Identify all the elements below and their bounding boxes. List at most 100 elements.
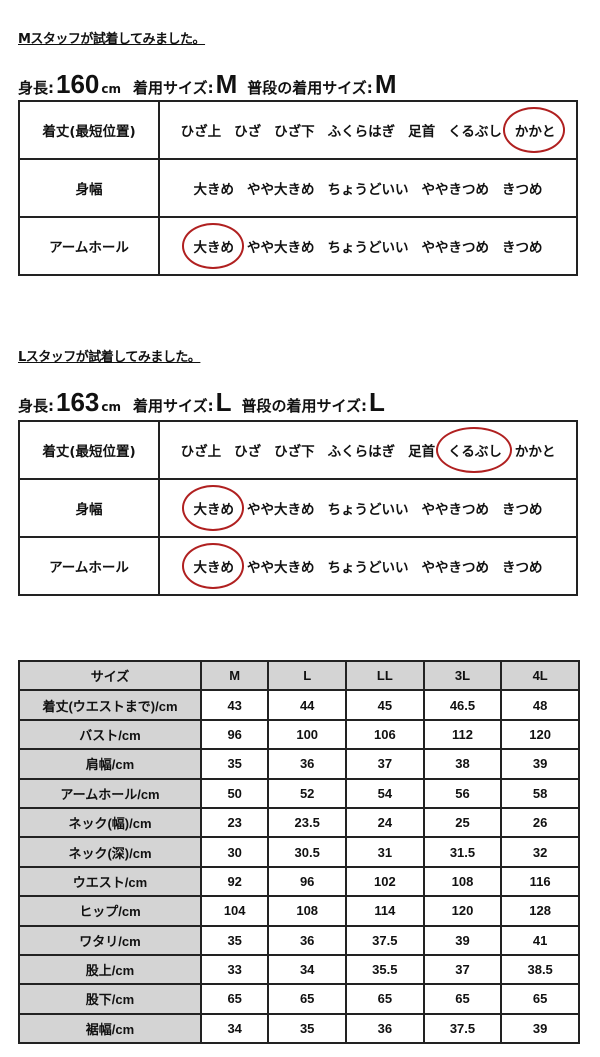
size-header-cell: サイズ xyxy=(18,659,202,692)
fit-options: 大きめ やや大きめ ちょうどいい ややきつめ きつめ xyxy=(158,158,578,218)
measure-value: 35.5 xyxy=(345,953,425,986)
measure-value: 65 xyxy=(199,983,270,1015)
measure-value: 96 xyxy=(267,865,348,898)
staff-specs: 身長: 160 cm 着用サイズ: M 普段の着用サイズ: M xyxy=(18,69,578,100)
fit-option: ややきつめ xyxy=(421,560,490,576)
fit-options: ひざ上 ひざ ひざ下 ふくらはぎ 足首 くるぶし かかと xyxy=(158,100,578,160)
fit-option-circled: かかと xyxy=(503,107,565,153)
measure-label: 着丈(ウエストまで)/cm xyxy=(18,689,202,721)
measure-value: 30 xyxy=(199,836,270,868)
fit-option: きつめ xyxy=(502,502,543,518)
measure-value: 120 xyxy=(422,895,503,927)
size-row: ネック(幅)/cm 23 23.5 24 25 26 xyxy=(18,806,580,839)
measure-value: 34 xyxy=(199,1012,270,1045)
fit-option: ややきつめ xyxy=(421,502,490,518)
measure-value: 36 xyxy=(267,924,348,956)
measure-value: 112 xyxy=(422,718,503,751)
measure-label: ウエスト/cm xyxy=(18,865,202,898)
measure-label: ネック(深)/cm xyxy=(18,836,202,868)
measure-value: 116 xyxy=(500,865,580,898)
height-value: 163 xyxy=(56,387,100,417)
measure-label: ネック(幅)/cm xyxy=(18,806,202,839)
size-row: 股上/cm 33 34 35.5 37 38.5 xyxy=(18,953,580,986)
size-row: アームホール/cm 50 52 54 56 58 xyxy=(18,777,580,809)
fit-row-label: アームホール xyxy=(18,536,160,596)
measure-value: 37 xyxy=(345,748,425,780)
measure-value: 96 xyxy=(199,718,270,751)
measure-value: 33 xyxy=(199,953,270,986)
size-row: ウエスト/cm 92 96 102 108 116 xyxy=(18,865,580,898)
staff-fitting-header: Lスタッフが試着してみました。 身長: 163 cm 着用サイズ: L 普段の着… xyxy=(18,346,578,418)
fit-option-circled: くるぶし xyxy=(436,427,512,473)
measure-value: 106 xyxy=(345,718,425,751)
measure-value: 44 xyxy=(267,689,348,721)
size-row: 股下/cm 65 65 65 65 65 xyxy=(18,983,580,1015)
measure-value: 108 xyxy=(267,895,348,927)
fit-option: きつめ xyxy=(502,240,543,256)
measure-value: 23 xyxy=(199,806,270,839)
fit-row: アームホール 大きめ やや大きめ ちょうどいい ややきつめ きつめ xyxy=(18,536,578,596)
fit-row-label: 身幅 xyxy=(18,158,160,218)
measure-value: 24 xyxy=(345,806,425,839)
fit-row: 着丈(最短位置) ひざ上 ひざ ひざ下 ふくらはぎ 足首 くるぶし かかと xyxy=(18,100,578,160)
fit-option-circled: 大きめ xyxy=(181,543,244,589)
measure-value: 100 xyxy=(267,718,348,751)
size-row: 肩幅/cm 35 36 37 38 39 xyxy=(18,748,580,780)
fit-options: 大きめ やや大きめ ちょうどいい ややきつめ きつめ xyxy=(158,216,578,276)
usual-size-label: 普段の着用サイズ: xyxy=(241,397,368,415)
measure-value: 48 xyxy=(500,689,580,721)
fit-option: くるぶし xyxy=(448,124,502,140)
measure-value: 25 xyxy=(422,806,503,839)
size-row: ワタリ/cm 35 36 37.5 39 41 xyxy=(18,924,580,956)
measure-value: 65 xyxy=(422,983,503,1015)
measure-value: 108 xyxy=(422,865,503,898)
measure-value: 31.5 xyxy=(422,836,503,868)
measure-value: 50 xyxy=(199,777,270,809)
usual-size-value: M xyxy=(374,69,397,99)
size-header-cell: 4L xyxy=(500,659,580,692)
measure-value: 114 xyxy=(345,895,425,927)
fit-option: やや大きめ xyxy=(247,502,315,518)
fit-option: ひざ xyxy=(234,124,262,140)
fit-row: アームホール 大きめ やや大きめ ちょうどいい ややきつめ きつめ xyxy=(18,216,578,276)
fit-option: ふくらはぎ xyxy=(327,124,396,140)
measure-label: ヒップ/cm xyxy=(18,895,202,927)
fit-options: 大きめ やや大きめ ちょうどいい ややきつめ きつめ xyxy=(158,478,578,538)
worn-size-value: M xyxy=(215,69,238,99)
size-header-cell: M xyxy=(199,659,270,692)
staff-title: Lスタッフが試着してみました。 xyxy=(18,350,201,365)
height-value: 160 xyxy=(56,69,100,99)
measure-value: 56 xyxy=(422,777,503,809)
fit-options: 大きめ やや大きめ ちょうどいい ややきつめ きつめ xyxy=(158,536,578,596)
measure-value: 39 xyxy=(500,748,580,780)
measure-value: 38 xyxy=(422,748,503,780)
measure-value: 36 xyxy=(345,1012,425,1045)
size-row: バスト/cm 96 100 106 112 120 xyxy=(18,718,580,751)
fit-option: ひざ xyxy=(234,444,262,460)
measure-value: 32 xyxy=(500,836,580,868)
size-row: 裾幅/cm 34 35 36 37.5 39 xyxy=(18,1012,580,1045)
staff-fitting-header: Mスタッフが試着してみました。 身長: 160 cm 着用サイズ: M 普段の着… xyxy=(18,28,578,100)
fit-table: 着丈(最短位置) ひざ上 ひざ ひざ下 ふくらはぎ 足首 くるぶし かかと 身幅 大きめ やや大きめ… xyxy=(18,420,578,596)
fit-option: ちょうどいい xyxy=(327,560,409,576)
worn-size-value: L xyxy=(215,387,232,417)
measure-value: 38.5 xyxy=(500,953,580,986)
measure-value: 35 xyxy=(199,748,270,780)
fit-row-label: 着丈(最短位置) xyxy=(18,100,160,160)
measure-value: 35 xyxy=(199,924,270,956)
measure-value: 39 xyxy=(422,924,503,956)
fit-option: きつめ xyxy=(502,182,543,198)
fit-option: ちょうどいい xyxy=(327,182,409,198)
fit-row-label: 身幅 xyxy=(18,478,160,538)
fit-option-circled: 大きめ xyxy=(181,223,244,269)
measure-value: 37 xyxy=(422,953,503,986)
fit-row-label: アームホール xyxy=(18,216,160,276)
measure-value: 54 xyxy=(345,777,425,809)
fit-option: ひざ上 xyxy=(180,124,222,140)
measure-value: 92 xyxy=(199,865,270,898)
measure-value: 65 xyxy=(345,983,425,1015)
size-chart-table: サイズ M L LL 3L 4L 着丈(ウエストまで)/cm 43 44 45 46.5 48 バスト/… xyxy=(18,659,580,1045)
measure-value: 36 xyxy=(267,748,348,780)
measure-value: 39 xyxy=(500,1012,580,1045)
usual-size-label: 普段の着用サイズ: xyxy=(247,79,373,97)
